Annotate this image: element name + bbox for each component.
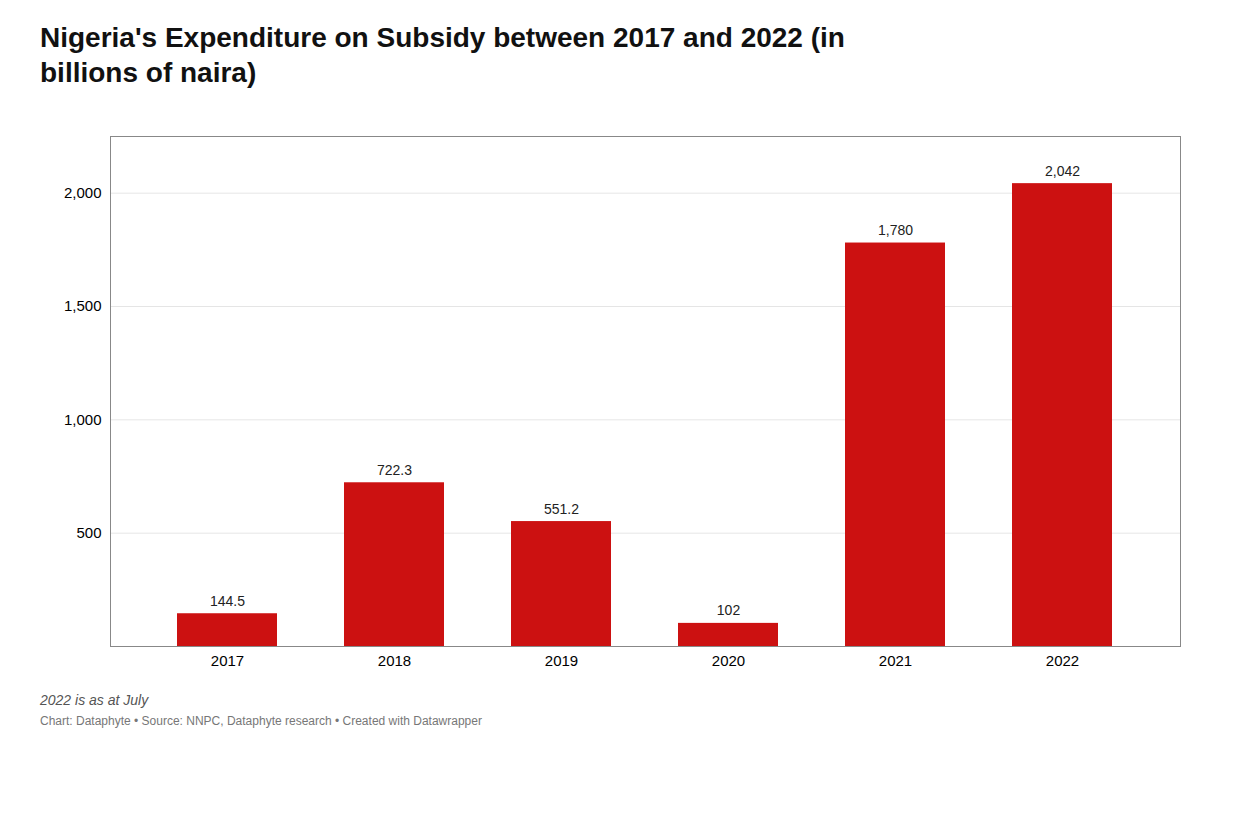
- svg-text:2,042: 2,042: [1045, 163, 1080, 179]
- svg-text:1,500: 1,500: [64, 297, 102, 314]
- svg-text:2,000: 2,000: [64, 184, 102, 201]
- svg-text:144.5: 144.5: [210, 593, 245, 609]
- svg-text:500: 500: [76, 524, 101, 541]
- svg-text:722.3: 722.3: [377, 462, 412, 478]
- svg-text:2017: 2017: [211, 652, 244, 669]
- svg-text:2018: 2018: [378, 652, 411, 669]
- svg-text:2019: 2019: [545, 652, 578, 669]
- html-text:Chart: Dataphyte • Source: NNP: Chart: Dataphyte • Source: NNPC, Dataphy…: [40, 714, 482, 728]
- svg-text:2021: 2021: [879, 652, 912, 669]
- svg-text:1,780: 1,780: [878, 222, 913, 238]
- html-text:Nigeria's Expenditure on Subsi: Nigeria's Expenditure on Subsidy between…: [40, 22, 845, 88]
- svg-text:551.2: 551.2: [544, 501, 579, 517]
- html-text:2022 is as at July: 2022 is as at July: [40, 692, 149, 708]
- svg-text:1,000: 1,000: [64, 411, 102, 428]
- svg-text:2020: 2020: [712, 652, 745, 669]
- svg-text:102: 102: [717, 602, 741, 618]
- svg-text:2022: 2022: [1046, 652, 1079, 669]
